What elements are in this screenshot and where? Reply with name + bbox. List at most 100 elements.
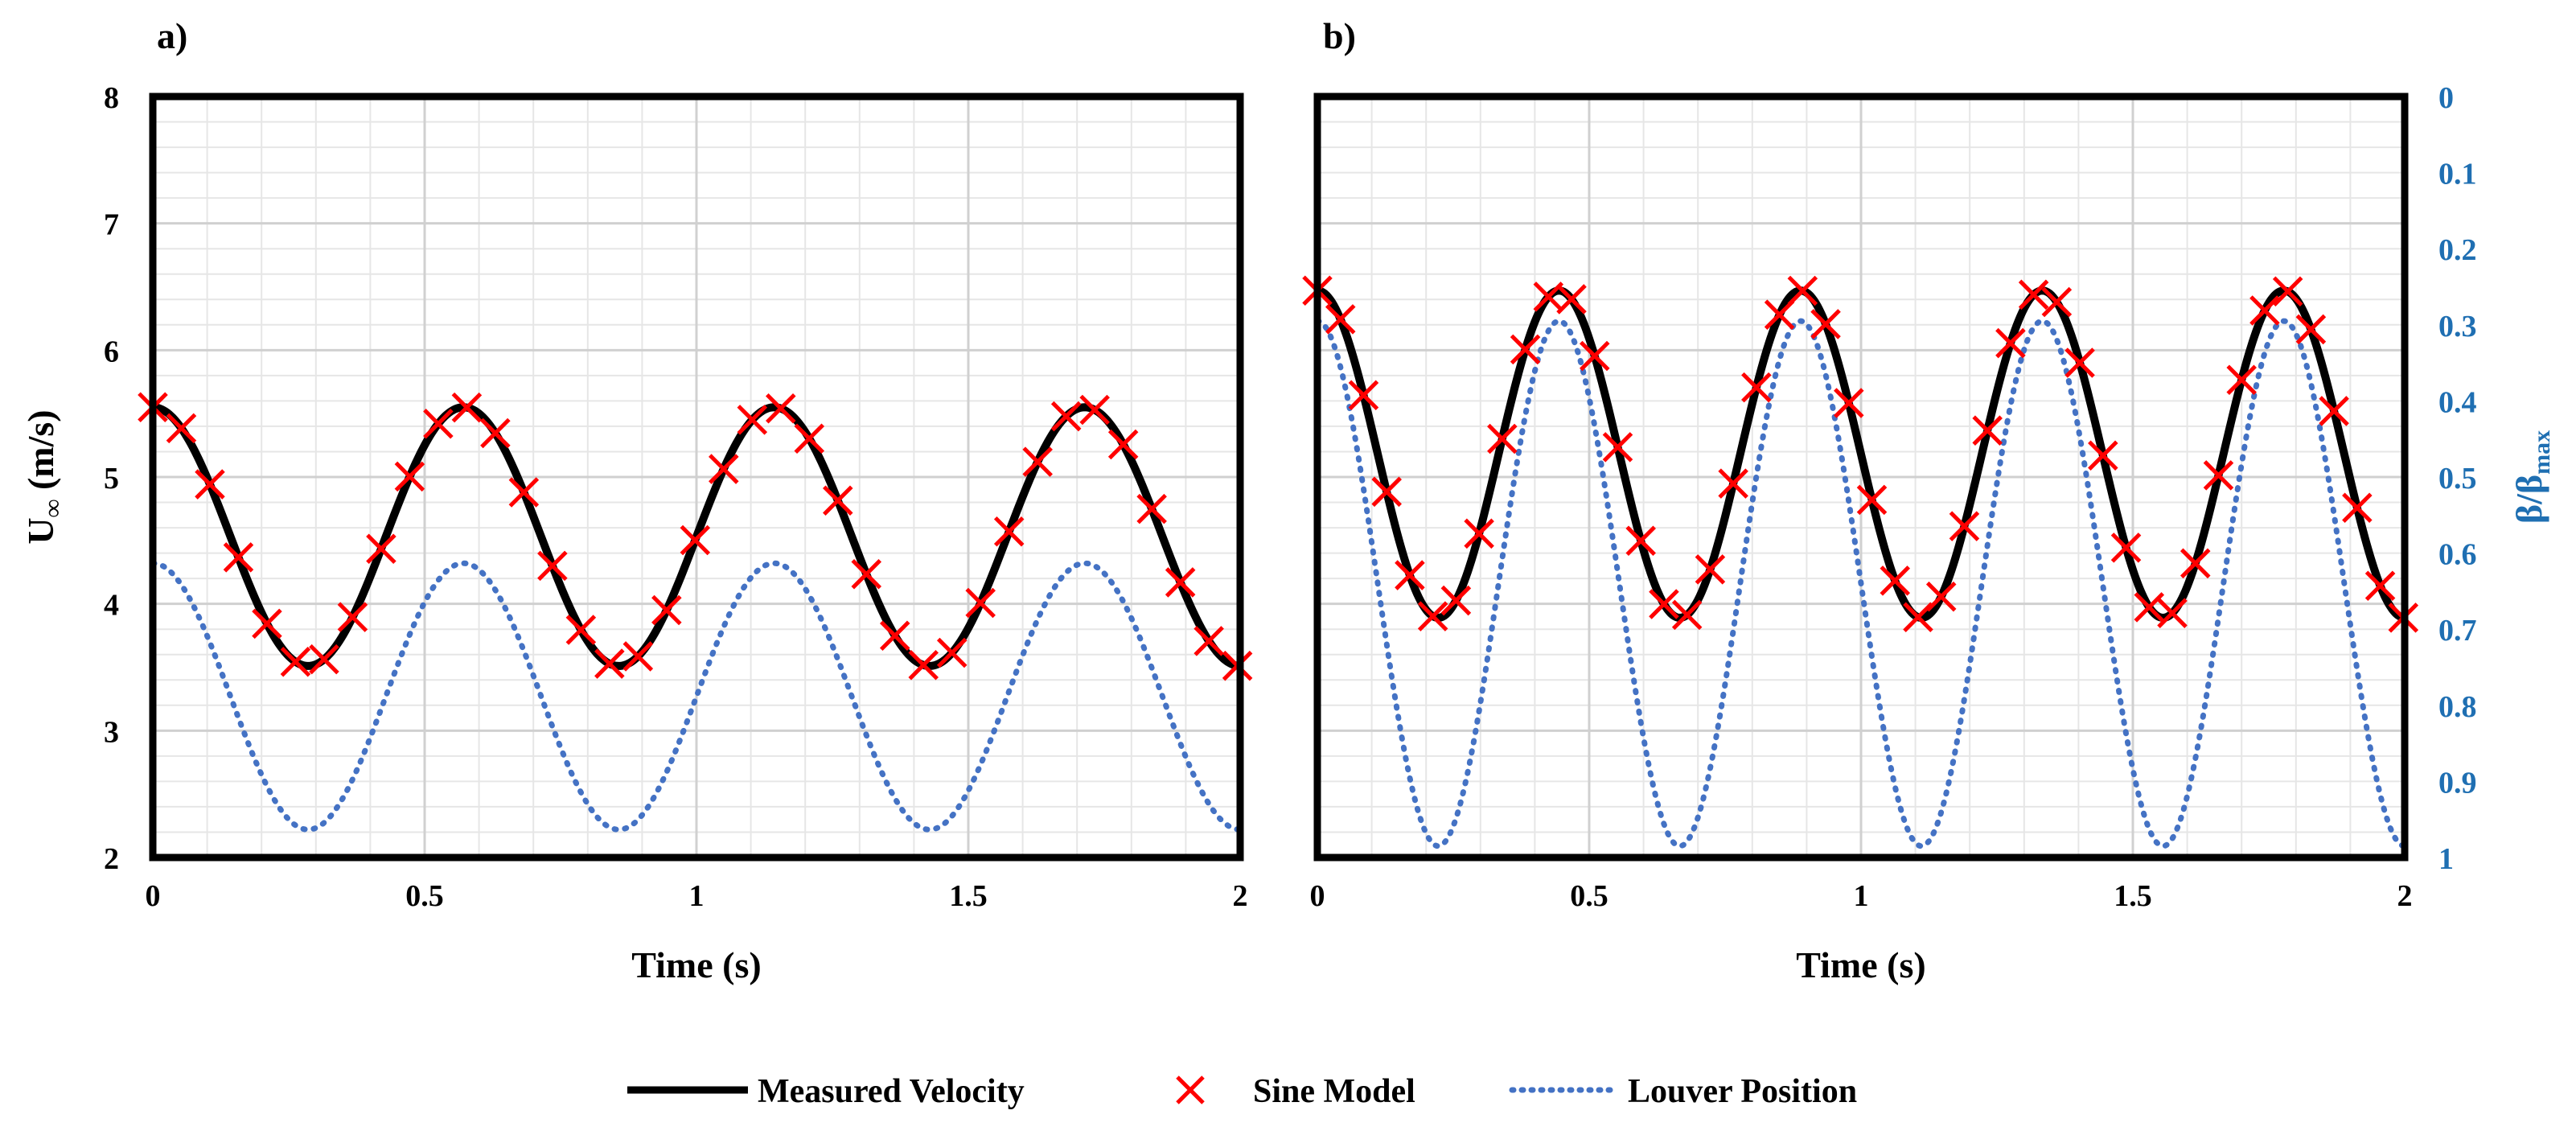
sine-marker — [309, 644, 339, 675]
sine-marker — [565, 615, 597, 645]
sine-marker — [1925, 581, 1957, 612]
x-tick-label: 2 — [2397, 879, 2413, 913]
sine-marker — [879, 620, 910, 651]
x-tick-label: 2 — [1233, 879, 1248, 913]
grid-a — [153, 97, 1240, 858]
sine-marker — [1417, 601, 1448, 631]
sine-marker — [622, 641, 654, 672]
sine-marker — [2110, 533, 2142, 563]
plot-frame-a — [149, 93, 1244, 862]
panel-a: 0 0.5 1 1.5 2 2 3 4 5 6 7 8 a) Time (s) U∞ (m/s) — [20, 15, 1253, 985]
x-tick-label: 1.5 — [2114, 879, 2152, 913]
y2-tick-label: 0.6 — [2438, 538, 2477, 572]
y2-tick-label: 0.5 — [2438, 462, 2477, 496]
sine-marker — [1856, 484, 1888, 516]
sine-marker — [1995, 327, 2026, 359]
sine-marker — [1464, 518, 1494, 549]
sine-marker — [1671, 599, 1703, 631]
sine-marker — [451, 392, 483, 423]
grid-b — [1317, 97, 2405, 858]
sine-marker — [1325, 304, 1356, 335]
sine-marker — [1972, 415, 2003, 446]
legend-measured-label: Measured Velocity — [758, 1073, 1025, 1110]
y-tick-label: 2 — [104, 842, 119, 876]
x-tick-label: 1 — [689, 879, 705, 913]
sine-marker — [423, 409, 454, 439]
panel-label-a: a) — [157, 15, 187, 56]
sine-marker — [2295, 314, 2327, 345]
sine-marker — [1050, 401, 1082, 432]
sine-marker — [1649, 589, 1679, 619]
sine-marker — [2342, 492, 2373, 524]
sine-marker — [1880, 566, 1911, 596]
x-axis-title-b: Time (s) — [1796, 944, 1925, 985]
series-b — [1302, 275, 2419, 849]
sine-marker — [2319, 396, 2349, 426]
sine-marker — [1602, 432, 1633, 463]
y-tick-label: 4 — [104, 589, 119, 623]
sine-marker — [737, 405, 768, 435]
panel-label-b: b) — [1323, 15, 1356, 56]
sine-marker — [908, 649, 939, 681]
legend: Measured Velocity Sine Model Louver Posi… — [627, 1073, 1857, 1110]
sine-marker — [2249, 295, 2280, 326]
sine-marker — [1348, 380, 1379, 411]
sine-marker — [1165, 567, 1196, 598]
y2-tick-label: 0.3 — [2438, 310, 2477, 343]
sine-marker — [1371, 476, 1402, 508]
y-tick-label: 7 — [104, 208, 119, 242]
sine-marker — [337, 602, 368, 632]
panel-b: 0 0.5 1 1.5 2 0 0.1 0.2 0.3 0.4 0.5 0.6 0.7 0.8 0.9 1 b… — [1302, 15, 2555, 985]
sine-marker — [1510, 334, 1541, 365]
sine-marker — [280, 646, 311, 677]
sine-marker — [2134, 592, 2165, 623]
sine-marker — [2064, 348, 2095, 378]
ticks-b: 0 0.5 1 1.5 2 0 0.1 0.2 0.3 0.4 0.5 0.6 0.7 0.8 0.9 1 — [1310, 81, 2477, 913]
sine-marker — [1625, 525, 1656, 557]
sine-marker — [1949, 511, 1980, 541]
sine-marker — [2272, 276, 2303, 307]
sine-marker — [680, 524, 711, 556]
y2-tick-label: 0.1 — [2438, 158, 2477, 191]
sine-marker — [1136, 493, 1167, 524]
x-tick-label: 0 — [146, 879, 161, 913]
sine-marker — [1556, 284, 1587, 315]
sine-marker — [223, 542, 254, 573]
y2-tick-label: 0 — [2438, 81, 2454, 115]
sine-marker — [1107, 429, 1139, 460]
legend-sine-swatch — [1176, 1075, 1205, 1104]
sine-marker — [1718, 468, 1748, 499]
y2-tick-label: 1 — [2438, 842, 2454, 876]
sine-marker — [1079, 394, 1110, 426]
sine-marker — [822, 485, 853, 516]
x-axis-title-a: Time (s) — [631, 944, 761, 985]
sine-marker — [2180, 548, 2211, 579]
x-tick-label: 0.5 — [1570, 879, 1608, 913]
sine-marker — [594, 648, 625, 679]
ticks-a: 0 0.5 1 1.5 2 2 3 4 5 6 7 8 — [104, 81, 1248, 913]
y-tick-label: 6 — [104, 335, 119, 368]
y-tick-label: 8 — [104, 81, 119, 115]
series-measured-velocity — [1317, 286, 2405, 623]
sine-marker — [766, 393, 796, 424]
x-tick-label: 0.5 — [405, 879, 444, 913]
series-louver-position — [1314, 318, 2408, 849]
sine-marker — [2041, 286, 2073, 318]
sine-marker — [1810, 309, 1841, 339]
sine-marker — [1022, 446, 1053, 477]
y2-tick-label: 0.7 — [2438, 614, 2477, 648]
sine-marker — [195, 469, 225, 500]
y-tick-label: 5 — [104, 462, 119, 496]
plot-frame-b — [1313, 93, 2409, 862]
legend-sine-label: Sine Model — [1253, 1073, 1415, 1110]
sine-marker — [651, 594, 682, 626]
y2-tick-label: 0.9 — [2438, 766, 2477, 800]
sine-marker — [1487, 423, 1518, 454]
x-tick-label: 1.5 — [949, 879, 988, 913]
sine-marker — [709, 454, 739, 484]
sine-marker — [1834, 388, 1864, 418]
y2-tick-label: 0.4 — [2438, 385, 2477, 419]
sine-marker — [2018, 279, 2049, 311]
sine-marker — [2364, 570, 2396, 601]
